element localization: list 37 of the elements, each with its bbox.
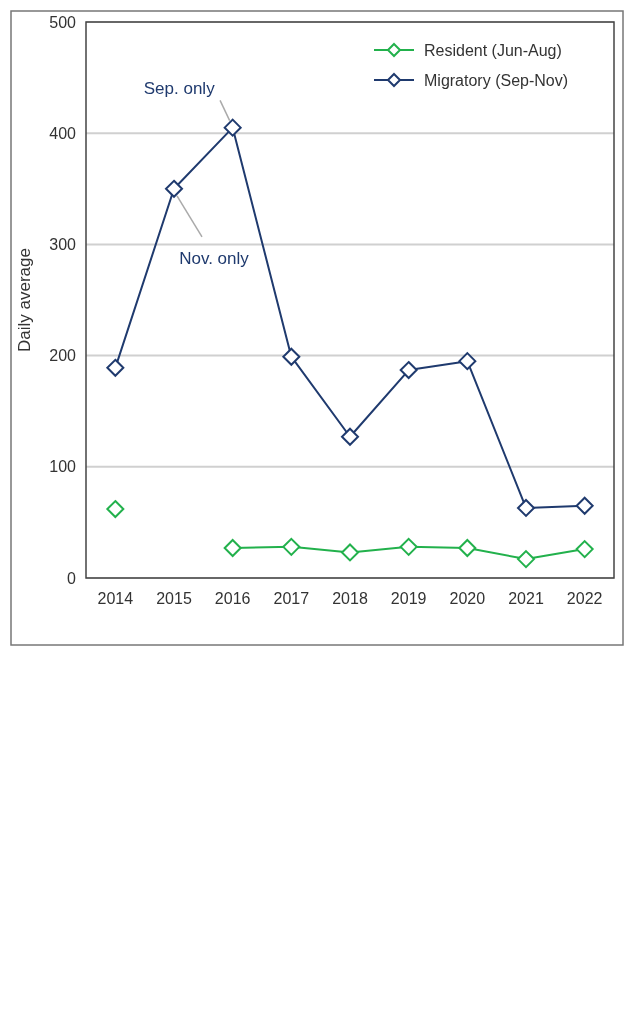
y-tick-label: 200 <box>49 347 77 365</box>
point <box>517 498 535 517</box>
point <box>341 543 359 562</box>
x-tick-label: 2021 <box>508 590 544 607</box>
point <box>575 496 594 515</box>
x-tick-label: 2016 <box>214 590 251 607</box>
point <box>282 347 301 366</box>
legend-label: Resident (Jun-Aug) <box>424 41 562 59</box>
point <box>341 427 359 446</box>
annotation: Sep. only <box>143 78 216 98</box>
y-tick-label: 300 <box>49 236 77 253</box>
legend-label: Migratory (Sep-Nov) <box>424 71 569 89</box>
x-tick-label: 2015 <box>156 590 192 607</box>
x-tick-label: 2022 <box>566 590 603 607</box>
point <box>458 352 477 371</box>
x-tick-label: 2017 <box>273 590 310 607</box>
x-tick-label: 2018 <box>332 590 368 607</box>
point <box>458 538 477 557</box>
y-axis-title: Daily average <box>15 248 34 352</box>
point <box>399 361 418 380</box>
y-tick-label: 100 <box>49 458 77 476</box>
point <box>223 118 242 137</box>
y-tick-label: 500 <box>49 13 77 31</box>
point <box>106 358 125 377</box>
point <box>165 179 183 198</box>
y-tick-label: 0 <box>67 569 77 587</box>
point <box>106 500 125 519</box>
point <box>223 538 242 557</box>
point <box>399 537 418 556</box>
y-tick-label: 400 <box>49 124 77 142</box>
x-tick-label: 2014 <box>97 590 134 607</box>
point <box>517 550 535 569</box>
annotation: Nov. only <box>179 249 250 269</box>
point <box>575 540 594 559</box>
x-tick-label: 2020 <box>449 590 486 607</box>
point <box>282 537 301 556</box>
x-tick-label: 2019 <box>390 590 427 607</box>
